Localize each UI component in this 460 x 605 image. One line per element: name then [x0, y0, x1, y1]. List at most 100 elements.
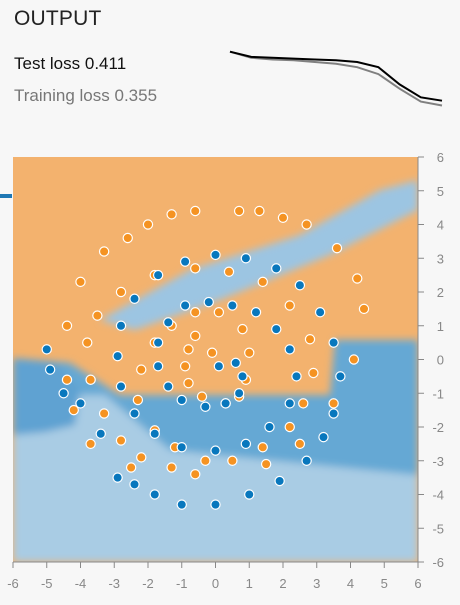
x-axis-ticks: -6 -5 -4 -3 -2 -1 0 1 2 3 4 5 6: [7, 561, 422, 591]
x-tick-label: 5: [381, 576, 388, 591]
orange-data-point: [301, 219, 312, 230]
orange-data-point: [277, 212, 289, 223]
orange-data-point: [142, 219, 154, 230]
x-tick-label: -6: [7, 576, 19, 591]
blue-data-point: [240, 253, 252, 264]
orange-data-point: [68, 404, 79, 416]
output-heatmap-plot: 6 5 4 3 2 1 0 -1 -2 -3 -4 -5 -6 -6 -5 -4 -3 -2 -1 0 1 2 3 4 5 6: [7, 150, 444, 591]
orange-data-point: [61, 320, 73, 331]
orange-data-point: [98, 246, 110, 257]
orange-data-point: [136, 364, 147, 375]
blue-data-point: [176, 442, 187, 453]
blue-data-point: [203, 296, 214, 308]
orange-data-point: [200, 455, 211, 466]
blue-data-point: [176, 499, 187, 510]
x-tick-label: 4: [347, 576, 354, 591]
orange-data-point: [206, 347, 218, 358]
blue-data-point: [115, 320, 127, 331]
blue-data-point: [240, 438, 252, 450]
blue-data-point: [314, 307, 326, 318]
orange-data-point: [298, 398, 309, 409]
x-tick-label: 0: [212, 576, 219, 591]
orange-data-point: [136, 452, 147, 463]
blue-data-point: [237, 371, 248, 382]
blue-data-point: [129, 408, 140, 419]
blue-data-point: [129, 479, 140, 490]
orange-data-point: [166, 209, 177, 220]
orange-data-point: [190, 307, 201, 318]
orange-data-point: [358, 303, 370, 315]
blue-data-point: [250, 307, 262, 318]
output-title: OUTPUT: [14, 7, 102, 30]
orange-data-point: [284, 421, 295, 433]
blue-data-point: [200, 401, 211, 412]
orange-data-point: [190, 469, 201, 480]
orange-data-point: [115, 286, 127, 298]
x-tick-label: -3: [108, 576, 120, 591]
orange-data-point: [75, 276, 86, 288]
orange-data-point: [304, 334, 316, 345]
blue-data-point: [163, 317, 174, 328]
x-tick-label: 3: [313, 576, 320, 591]
orange-data-point: [257, 442, 268, 453]
blue-data-point: [230, 357, 241, 369]
y-tick-label: -4: [432, 488, 444, 503]
blue-data-point: [163, 381, 174, 392]
blue-data-point: [75, 398, 86, 409]
data-points: [41, 205, 370, 510]
blue-data-point: [112, 350, 123, 362]
y-tick-label: 5: [437, 184, 444, 199]
blue-data-point: [95, 428, 106, 439]
orange-data-point: [223, 266, 235, 277]
orange-data-point: [132, 394, 144, 406]
orange-data-point: [183, 377, 194, 389]
orange-data-point: [166, 462, 177, 473]
y-tick-label: 4: [437, 218, 444, 233]
blue-data-point: [335, 371, 346, 382]
y-tick-label: -3: [432, 454, 444, 469]
blue-data-point: [284, 344, 295, 355]
test-loss-label: Test loss: [14, 54, 81, 73]
blue-data-point: [284, 398, 295, 409]
orange-data-point: [254, 205, 265, 217]
y-tick-label: -6: [432, 555, 444, 570]
x-tick-label: 6: [414, 576, 421, 591]
orange-data-point: [61, 374, 73, 385]
y-tick-label: 3: [437, 251, 444, 266]
blue-data-point: [129, 293, 140, 304]
blue-data-point: [271, 263, 282, 274]
blue-data-point: [318, 431, 329, 443]
blue-data-point: [274, 475, 285, 487]
x-tick-label: -4: [75, 576, 87, 591]
blue-data-point: [152, 361, 164, 372]
x-tick-label: -1: [176, 576, 188, 591]
blue-data-point: [115, 381, 127, 392]
x-tick-label: 2: [279, 576, 286, 591]
blue-data-point: [41, 344, 52, 355]
y-tick-label: 1: [437, 319, 444, 334]
y-tick-label: 2: [437, 285, 444, 300]
blue-data-point: [233, 388, 245, 399]
blue-data-point: [244, 489, 255, 500]
orange-data-point: [196, 391, 208, 402]
training-loss-value: 0.355: [114, 86, 158, 105]
blue-data-point: [179, 300, 191, 311]
orange-data-point: [227, 455, 238, 466]
blue-data-point: [44, 364, 56, 375]
orange-data-point: [179, 361, 191, 372]
y-axis-ticks: 6 5 4 3 2 1 0 -1 -2 -3 -4 -5 -6: [417, 150, 444, 570]
blue-data-point: [210, 499, 221, 510]
orange-data-point: [82, 337, 93, 348]
blue-data-point: [149, 489, 160, 500]
blue-data-point: [328, 337, 339, 348]
orange-data-point: [190, 263, 201, 274]
y-tick-label: -2: [432, 420, 444, 435]
blue-data-point: [152, 269, 164, 281]
test-loss-curve: [229, 50, 443, 102]
blue-data-point: [179, 256, 191, 267]
orange-data-point: [328, 398, 339, 409]
blue-data-point: [152, 337, 164, 348]
orange-data-point: [125, 462, 137, 473]
orange-data-point: [190, 330, 201, 342]
orange-data-point: [331, 242, 343, 254]
